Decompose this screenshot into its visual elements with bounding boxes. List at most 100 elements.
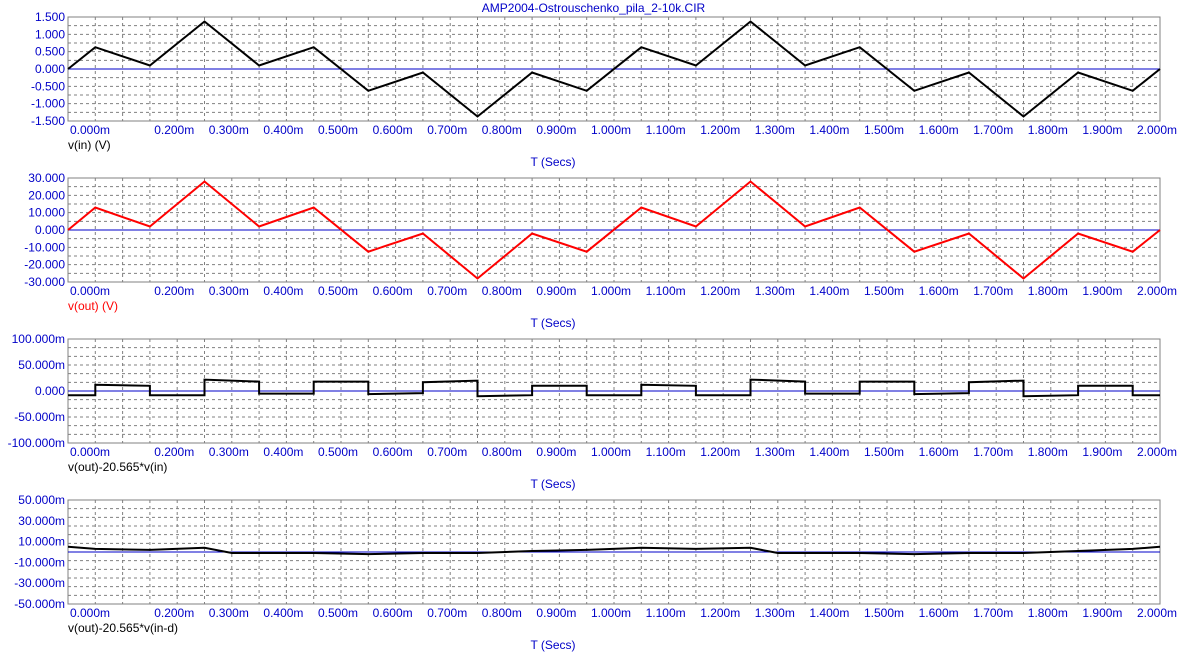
x-axis-label: T (Secs)	[530, 155, 575, 169]
chart-title: AMP2004-Ostrouschenko_pila_2-10k.CIR	[481, 1, 706, 15]
panel-1: 1.500 1.000 0.500 0.000 -0.500 -1.000 -1.500 0.…	[31, 10, 1177, 169]
x-tick-label: 0.300m	[209, 606, 249, 620]
x-tick-label: 1.700m	[973, 123, 1013, 137]
x-tick-label: 1.300m	[755, 284, 795, 298]
y-tick-label: -1.000	[31, 97, 65, 111]
x-tick-label: 0.000m	[70, 445, 110, 459]
x-tick-label: 1.300m	[755, 123, 795, 137]
x-tick-label: 0.600m	[373, 123, 413, 137]
x-tick-label: 1.900m	[1082, 123, 1122, 137]
x-tick-label: 0.200m	[154, 445, 194, 459]
x-tick-label: 0.900m	[536, 606, 576, 620]
x-tick-label: 1.800m	[1028, 284, 1068, 298]
x-tick-label: 0.300m	[209, 445, 249, 459]
x-tick-label: 2.000m	[1137, 123, 1177, 137]
x-tick-label: 0.200m	[154, 284, 194, 298]
x-tick-label: 1.700m	[973, 284, 1013, 298]
x-tick-label: 1.000m	[591, 445, 631, 459]
x-tick-label: 0.500m	[318, 284, 358, 298]
x-tick-label: 1.100m	[646, 123, 686, 137]
x-tick-label: 1.100m	[646, 606, 686, 620]
x-tick-label: 1.500m	[864, 445, 904, 459]
x-tick-label: 0.900m	[536, 284, 576, 298]
series-label: v(out)-20.565*v(in-d)	[68, 621, 178, 635]
x-tick-label: 1.600m	[919, 606, 959, 620]
y-tick-label: 50.000m	[18, 358, 65, 372]
y-tick-label: 50.000m	[18, 493, 65, 507]
y-tick-label: 1.500	[35, 10, 65, 24]
y-tick-label: 30.000m	[18, 514, 65, 528]
x-tick-label: 2.000m	[1137, 606, 1177, 620]
x-tick-label: 0.500m	[318, 123, 358, 137]
y-tick-label: -30.000m	[14, 576, 65, 590]
x-tick-label: 1.100m	[646, 445, 686, 459]
x-tick-label: 0.700m	[427, 123, 467, 137]
panel-3: 100.000m 50.000m 0.000 -50.000m -100.000m 0.0…	[8, 332, 1177, 491]
x-tick-label: 0.700m	[427, 445, 467, 459]
x-tick-label: 1.400m	[809, 445, 849, 459]
panel-2: 30.000 20.000 10.000 0.000 -10.000 -20.000 -30…	[24, 171, 1177, 330]
x-tick-label: 1.800m	[1028, 123, 1068, 137]
y-tick-label: -1.500	[31, 114, 65, 128]
x-tick-label: 0.600m	[373, 606, 413, 620]
x-tick-label: 0.400m	[263, 284, 303, 298]
x-tick-label: 1.300m	[755, 606, 795, 620]
y-tick-label: 1.000	[35, 27, 65, 41]
y-tick-label: 10.000	[28, 206, 65, 220]
y-tick-label: -50.000m	[14, 410, 65, 424]
x-tick-label: 1.400m	[809, 123, 849, 137]
series-line	[68, 378, 1160, 398]
x-tick-label: 1.700m	[973, 606, 1013, 620]
y-tick-label: 100.000m	[12, 332, 65, 346]
y-tick-label: 20.000	[28, 188, 65, 202]
series-label: v(in) (V)	[68, 138, 111, 152]
y-tick-label: -100.000m	[8, 436, 65, 450]
x-axis-label: T (Secs)	[530, 477, 575, 491]
x-axis-label: T (Secs)	[530, 316, 575, 330]
y-tick-label: -10.000m	[14, 555, 65, 569]
x-tick-label: 0.400m	[263, 123, 303, 137]
x-tick-label: 1.900m	[1082, 445, 1122, 459]
x-tick-label: 1.100m	[646, 284, 686, 298]
x-tick-label: 1.900m	[1082, 284, 1122, 298]
x-tick-label: 1.000m	[591, 284, 631, 298]
x-tick-label: 2.000m	[1137, 445, 1177, 459]
y-tick-label: 30.000	[28, 171, 65, 185]
y-tick-label: -0.500	[31, 79, 65, 93]
x-tick-label: 1.000m	[591, 606, 631, 620]
x-tick-label: 0.000m	[70, 606, 110, 620]
series-line	[67, 180, 1161, 280]
x-tick-label: 1.400m	[809, 284, 849, 298]
y-tick-label: -20.000	[24, 258, 65, 272]
y-tick-label: 0.000	[35, 223, 65, 237]
y-tick-label: 0.500	[35, 45, 65, 59]
x-axis-label: T (Secs)	[530, 638, 575, 652]
x-tick-label: 1.500m	[864, 123, 904, 137]
x-tick-label: 1.300m	[755, 445, 795, 459]
x-tick-label: 0.900m	[536, 123, 576, 137]
x-tick-label: 1.500m	[864, 284, 904, 298]
x-tick-label: 1.600m	[919, 123, 959, 137]
x-tick-label: 1.800m	[1028, 445, 1068, 459]
x-tick-label: 0.800m	[482, 123, 522, 137]
x-tick-label: 0.800m	[482, 606, 522, 620]
y-tick-label: 0.000	[35, 384, 65, 398]
x-tick-label: 0.200m	[154, 123, 194, 137]
y-tick-label: -10.000	[24, 240, 65, 254]
x-tick-label: 0.800m	[482, 284, 522, 298]
x-tick-label: 1.500m	[864, 606, 904, 620]
x-tick-label: 1.700m	[973, 445, 1013, 459]
x-tick-label: 1.400m	[809, 606, 849, 620]
x-tick-label: 1.200m	[700, 123, 740, 137]
x-tick-label: 0.600m	[373, 445, 413, 459]
x-tick-label: 0.200m	[154, 606, 194, 620]
x-tick-label: 1.200m	[700, 606, 740, 620]
x-tick-label: 0.800m	[482, 445, 522, 459]
x-tick-label: 2.000m	[1137, 284, 1177, 298]
y-tick-label: -30.000	[24, 275, 65, 289]
series-label: v(out) (V)	[68, 299, 118, 313]
x-tick-label: 0.900m	[536, 445, 576, 459]
series-line	[67, 545, 1161, 556]
x-tick-label: 1.200m	[700, 445, 740, 459]
